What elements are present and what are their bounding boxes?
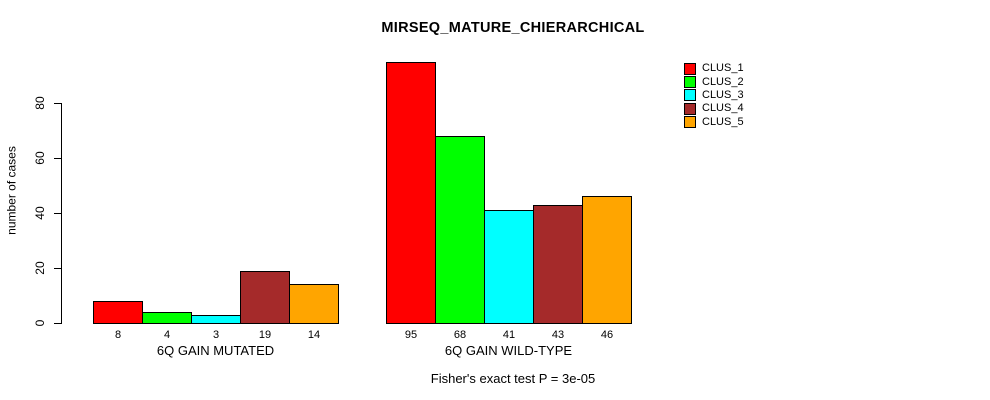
y-tick-label: 60	[33, 151, 47, 165]
y-tick-mark	[54, 103, 61, 104]
legend-row-clus_4: CLUS_4	[684, 102, 744, 115]
y-axis-title: number of cases	[4, 146, 19, 235]
x-group-label: 6Q GAIN WILD-TYPE	[444, 343, 573, 358]
legend-label: CLUS_5	[702, 115, 744, 128]
bar-clus_1-1	[93, 301, 143, 324]
bar-value-label: 19	[258, 329, 272, 341]
bar-value-label: 4	[163, 329, 171, 341]
legend-row-clus_2: CLUS_2	[684, 75, 744, 89]
y-tick-label: 80	[33, 96, 47, 110]
bar-clus_2-1	[142, 312, 192, 324]
y-tick-mark	[54, 213, 61, 214]
legend-swatch-icon	[684, 76, 696, 89]
y-tick-mark	[54, 158, 61, 159]
bar-clus_3-2	[484, 210, 534, 324]
bar-clus_3-1	[191, 315, 241, 324]
bar-value-label: 43	[551, 329, 565, 341]
bar-clus_1-2	[386, 62, 436, 324]
legend-swatch-icon	[684, 116, 696, 129]
bar-value-label: 46	[600, 329, 614, 341]
y-tick-label: 20	[33, 261, 47, 275]
bar-value-label: 41	[502, 329, 516, 341]
bar-clus_2-2	[435, 136, 485, 324]
footer-caption: Fisher's exact test P = 3e-05	[430, 371, 596, 386]
legend-row-clus_5: CLUS_5	[684, 116, 744, 129]
bar-clus_4-1	[240, 271, 290, 324]
legend: CLUS_1 CLUS_2 CLUS_3 CLUS_4 CLUS_5	[684, 62, 744, 129]
bar-value-label: 14	[307, 329, 321, 341]
bar-value-label: 68	[453, 329, 467, 341]
bar-clus_4-2	[533, 205, 583, 324]
legend-label: CLUS_3	[702, 88, 744, 101]
legend-swatch-icon	[684, 89, 696, 102]
legend-swatch-icon	[684, 62, 696, 75]
legend-label: CLUS_2	[702, 75, 744, 88]
legend-row-clus_3: CLUS_3	[684, 89, 744, 102]
y-tick-mark	[54, 268, 61, 269]
y-tick-mark	[54, 323, 61, 324]
y-axis-line	[61, 103, 62, 324]
legend-row-clus_1: CLUS_1	[684, 62, 744, 75]
bar-clus_5-1	[289, 284, 339, 324]
bar-value-label: 8	[114, 329, 122, 341]
y-tick-label: 0	[33, 319, 47, 327]
bar-clus_5-2	[582, 196, 632, 324]
bar-value-label: 3	[212, 329, 220, 341]
y-tick-label: 40	[33, 206, 47, 220]
legend-label: CLUS_1	[702, 62, 744, 75]
x-group-label: 6Q GAIN MUTATED	[156, 343, 275, 358]
bar-value-label: 95	[404, 329, 418, 341]
legend-swatch-icon	[684, 102, 696, 115]
chart-title: MIRSEQ_MATURE_CHIERARCHICAL	[381, 20, 645, 36]
legend-label: CLUS_4	[702, 102, 744, 115]
